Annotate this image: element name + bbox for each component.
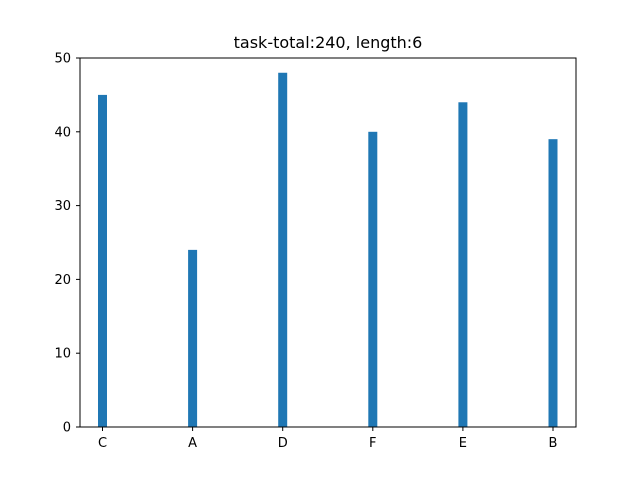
y-tick-label: 30	[54, 199, 71, 214]
bar-C	[98, 94, 107, 428]
bar-B	[548, 139, 558, 427]
x-tick-label: F	[369, 436, 376, 451]
y-tick-label: 50	[54, 52, 71, 67]
x-tick-label: E	[459, 436, 467, 451]
y-axis-ticks: 0 10 20 30 40 50	[54, 52, 80, 436]
y-tick-label: 20	[54, 273, 71, 288]
bar-F	[368, 131, 378, 428]
bar-E	[458, 102, 468, 427]
y-tick-label: 0	[63, 421, 71, 436]
y-tick-label: 40	[54, 125, 71, 140]
x-tick-label: B	[549, 436, 558, 451]
x-tick-label: C	[98, 436, 107, 451]
plot-frame	[79, 57, 577, 428]
y-tick-label: 10	[54, 347, 71, 362]
x-tick-label: D	[278, 436, 288, 451]
bar-D	[278, 72, 288, 427]
bar-A	[188, 249, 198, 427]
bars-layer	[98, 72, 558, 428]
chart-title: task-total:240, length:6	[234, 33, 423, 52]
x-tick-label: A	[188, 436, 197, 451]
